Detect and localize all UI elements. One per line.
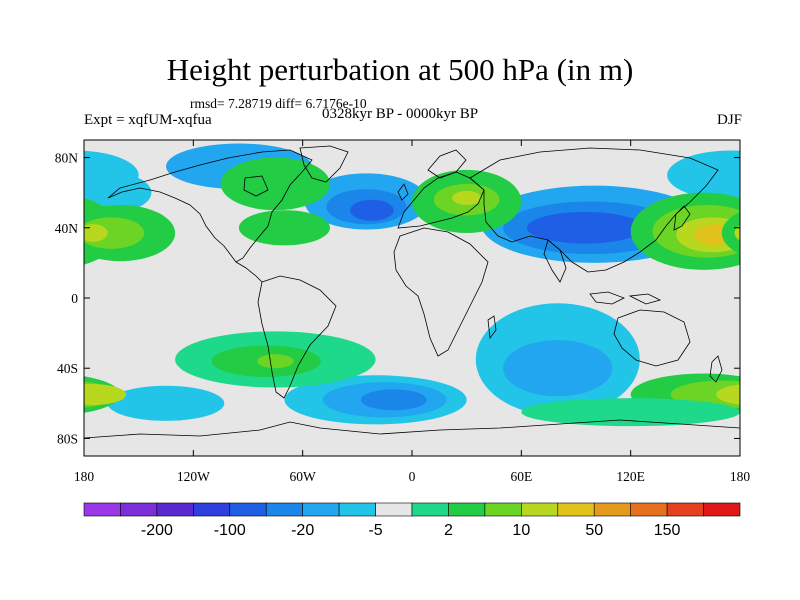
anomaly-blob-3 bbox=[350, 199, 394, 221]
coastline-madagascar bbox=[487, 315, 497, 340]
coastline-north-america bbox=[107, 149, 313, 263]
colorbar-label: 2 bbox=[444, 522, 453, 539]
anomaly-blob-22 bbox=[238, 210, 330, 246]
colorbar-bin-n200 bbox=[83, 502, 121, 517]
colorbar-label: -20 bbox=[291, 522, 314, 539]
colorbar-bin-p200 bbox=[666, 502, 704, 517]
anomaly-blob-12 bbox=[107, 385, 225, 421]
colorbar-bin-n150 bbox=[120, 502, 158, 517]
y-tick-label: 0 bbox=[71, 291, 78, 306]
coastline-antarctica bbox=[84, 419, 740, 439]
anomaly-blob-6 bbox=[526, 211, 644, 244]
colorbar-bin-p5 bbox=[448, 502, 486, 517]
anomaly-blob-14 bbox=[84, 171, 152, 214]
colorbar-label: 150 bbox=[654, 522, 681, 539]
time-period-label: 0328kyr BP - 0000kyr BP bbox=[322, 106, 479, 122]
anomaly-blob-32 bbox=[716, 384, 740, 405]
coastline-india bbox=[543, 239, 567, 283]
y-tick-label: 40S bbox=[57, 361, 78, 376]
y-tick-label: 80N bbox=[55, 151, 79, 166]
colorbar-label: -200 bbox=[141, 522, 173, 539]
x-axis-ticks: 180 120W 60W 0 60E 120E 180 bbox=[74, 140, 751, 484]
coastline-australia bbox=[613, 309, 691, 367]
colorbar-bin-zero bbox=[375, 502, 413, 517]
colorbar-bin-p2 bbox=[411, 502, 449, 517]
x-tick-label: 60E bbox=[510, 469, 532, 484]
colorbar-label: 10 bbox=[512, 522, 530, 539]
y-axis-ticks: 80N 40N 0 40S 80S bbox=[55, 151, 740, 446]
anomaly-blob-33 bbox=[521, 398, 740, 427]
colorbar-bin-n2 bbox=[338, 502, 376, 517]
colorbar-bin-n50 bbox=[193, 502, 231, 517]
anomaly-blob-20 bbox=[734, 224, 740, 242]
x-tick-label: 120W bbox=[177, 469, 210, 484]
y-tick-label: 80S bbox=[57, 431, 78, 446]
anomaly-blob-11 bbox=[360, 389, 427, 411]
colorbar-bin-p50 bbox=[557, 502, 595, 517]
coastline-indonesia bbox=[589, 291, 662, 305]
experiment-label: Expt = xqfUM-xqfua bbox=[84, 112, 212, 128]
coastline-hudson-bay bbox=[243, 175, 269, 197]
colorbar-label: -100 bbox=[214, 522, 246, 539]
map-title: Height perturbation at 500 hPa (in m) bbox=[166, 52, 634, 87]
colorbar-bin-p10 bbox=[484, 502, 522, 517]
colorbar-bin-p250 bbox=[703, 502, 741, 517]
coastlines bbox=[84, 145, 740, 439]
colorbar-label: -5 bbox=[368, 522, 382, 539]
coastline-scandinavia bbox=[427, 149, 467, 179]
coastline-greenland bbox=[299, 145, 349, 183]
coastline-japan bbox=[673, 205, 691, 231]
anomaly-blob-23 bbox=[220, 157, 330, 211]
anomaly-blob-26 bbox=[452, 190, 482, 205]
anomaly-blob-29 bbox=[257, 354, 294, 369]
season-label: DJF bbox=[716, 112, 742, 128]
rmsd-diff-stats: rmsd= 7.28719 diff= 6.7176e-10 bbox=[190, 96, 367, 111]
coastline-asia bbox=[469, 147, 719, 273]
anomaly-blob-21 bbox=[84, 224, 108, 242]
colorbar-label: 50 bbox=[585, 522, 603, 539]
colorbar-bin-p100 bbox=[593, 502, 631, 517]
anomaly-blob-19 bbox=[721, 212, 740, 254]
anomaly-blob-21 bbox=[734, 226, 740, 240]
coastline-central-america bbox=[235, 261, 263, 283]
map-plot-area bbox=[0, 139, 741, 457]
x-tick-label: 180 bbox=[730, 469, 751, 484]
colorbar-bin-n5 bbox=[302, 502, 340, 517]
x-tick-label: 180 bbox=[74, 469, 95, 484]
colorbar-bin-p150 bbox=[630, 502, 668, 517]
coastline-new-zealand bbox=[709, 355, 723, 383]
colorbar: -200 -100 -20 -5 2 10 50 150 bbox=[83, 502, 741, 539]
coastline-south-america bbox=[257, 275, 337, 399]
anomaly-blob-32 bbox=[84, 384, 126, 406]
anomaly-blob-8 bbox=[503, 340, 613, 397]
coastline-africa bbox=[393, 227, 489, 357]
colorbar-bin-n10 bbox=[265, 502, 303, 517]
coastline-britain bbox=[397, 183, 409, 201]
colorbar-bin-n100 bbox=[156, 502, 194, 517]
y-tick-label: 40N bbox=[55, 221, 79, 236]
x-tick-label: 120E bbox=[616, 469, 645, 484]
colorbar-bin-n20 bbox=[229, 502, 267, 517]
colorbar-bin-p20 bbox=[521, 502, 559, 517]
x-tick-label: 60W bbox=[290, 469, 317, 484]
anomaly-field bbox=[0, 143, 740, 427]
x-tick-label: 0 bbox=[409, 469, 416, 484]
anomaly-blob-33 bbox=[0, 398, 84, 426]
